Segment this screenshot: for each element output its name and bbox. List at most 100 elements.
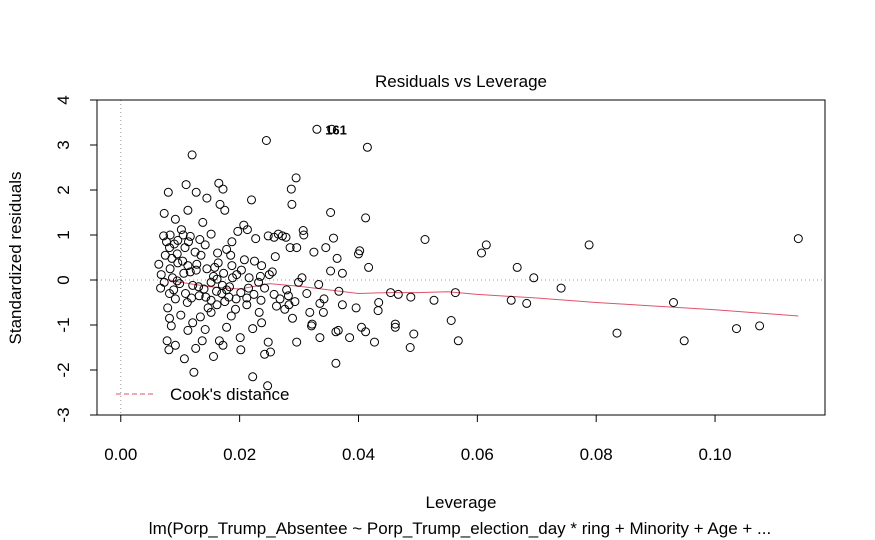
data-point — [282, 285, 292, 295]
data-point — [219, 268, 229, 278]
plot-box — [96, 99, 826, 416]
data-point — [283, 291, 293, 301]
data-point — [185, 267, 195, 277]
data-point — [202, 193, 212, 203]
data-point — [260, 349, 270, 359]
data-point — [309, 247, 319, 257]
data-point — [612, 328, 622, 338]
data-point — [206, 307, 216, 317]
data-point — [170, 214, 180, 224]
data-point — [512, 262, 522, 272]
data-point — [251, 234, 261, 244]
data-point — [429, 295, 439, 305]
data-point — [181, 289, 190, 298]
data-point — [187, 293, 196, 303]
data-point — [191, 265, 201, 275]
legend-label: Cook's distance — [170, 385, 289, 404]
chart-title: Residuals vs Leverage — [375, 72, 547, 91]
data-point — [732, 324, 741, 334]
data-point — [242, 293, 252, 303]
data-point — [159, 277, 169, 287]
data-point — [332, 253, 342, 263]
data-point — [302, 289, 312, 298]
data-point — [215, 199, 225, 209]
data-point — [169, 285, 179, 295]
data-point — [584, 240, 594, 250]
data-point — [355, 246, 365, 256]
data-point — [231, 294, 241, 304]
data-point — [222, 244, 232, 254]
data-point — [168, 273, 177, 283]
data-point — [227, 237, 237, 247]
data-point — [287, 199, 297, 209]
data-point — [206, 229, 216, 239]
data-point — [390, 322, 400, 332]
data-point — [373, 306, 383, 316]
data-point — [206, 295, 216, 305]
data-point — [165, 264, 175, 274]
data-point — [195, 312, 205, 322]
data-point — [179, 354, 189, 364]
data-point — [292, 243, 302, 253]
data-point — [172, 276, 182, 286]
data-point — [226, 250, 236, 260]
data-point — [183, 325, 193, 335]
data-point — [222, 285, 232, 295]
data-point — [202, 264, 212, 274]
y-tick-label: 1 — [54, 230, 73, 239]
data-point — [337, 300, 347, 310]
data-point — [181, 180, 191, 190]
data-point — [248, 372, 258, 382]
data-point — [173, 258, 183, 268]
data-point — [405, 343, 415, 352]
data-point — [294, 277, 303, 287]
data-point — [179, 268, 189, 278]
data-point — [393, 289, 403, 299]
data-point — [154, 259, 164, 269]
x-tick-label: 0.02 — [223, 445, 256, 464]
data-point — [305, 307, 315, 317]
data-point — [409, 329, 419, 339]
data-point — [264, 270, 274, 280]
data-point — [326, 208, 336, 217]
data-point — [156, 283, 166, 293]
data-point — [175, 279, 185, 289]
lowess-layer — [159, 277, 799, 317]
data-point — [167, 253, 177, 263]
data-point — [318, 307, 328, 317]
data-point — [263, 231, 273, 241]
data-point — [362, 142, 372, 152]
data-point — [242, 300, 252, 310]
data-point — [184, 237, 193, 247]
data-point — [256, 295, 266, 305]
data-point — [321, 243, 331, 253]
data-point — [331, 358, 341, 368]
y-tick-label: 2 — [54, 185, 73, 194]
y-tick-label: 0 — [54, 275, 73, 284]
data-point — [292, 337, 302, 347]
data-point — [556, 283, 566, 293]
data-point — [374, 298, 384, 307]
data-point — [188, 280, 198, 290]
data-point — [263, 381, 273, 391]
data-point — [201, 292, 211, 302]
y-tick-label: 4 — [54, 95, 73, 104]
data-point — [239, 255, 249, 265]
y-axis-label: Standardized residuals — [6, 172, 25, 345]
y-tick-label: -1 — [54, 317, 73, 332]
data-point — [337, 268, 347, 278]
data-point — [213, 258, 223, 268]
data-point — [269, 289, 279, 299]
data-point — [280, 304, 290, 314]
data-point — [266, 347, 275, 357]
data-point — [159, 208, 169, 218]
data-point — [165, 230, 175, 240]
lowess-line — [159, 277, 799, 317]
data-point — [248, 324, 258, 334]
data-point — [299, 230, 309, 240]
data-point — [285, 243, 295, 253]
data-point — [450, 288, 460, 298]
data-point — [209, 352, 218, 361]
data-point — [212, 300, 222, 310]
